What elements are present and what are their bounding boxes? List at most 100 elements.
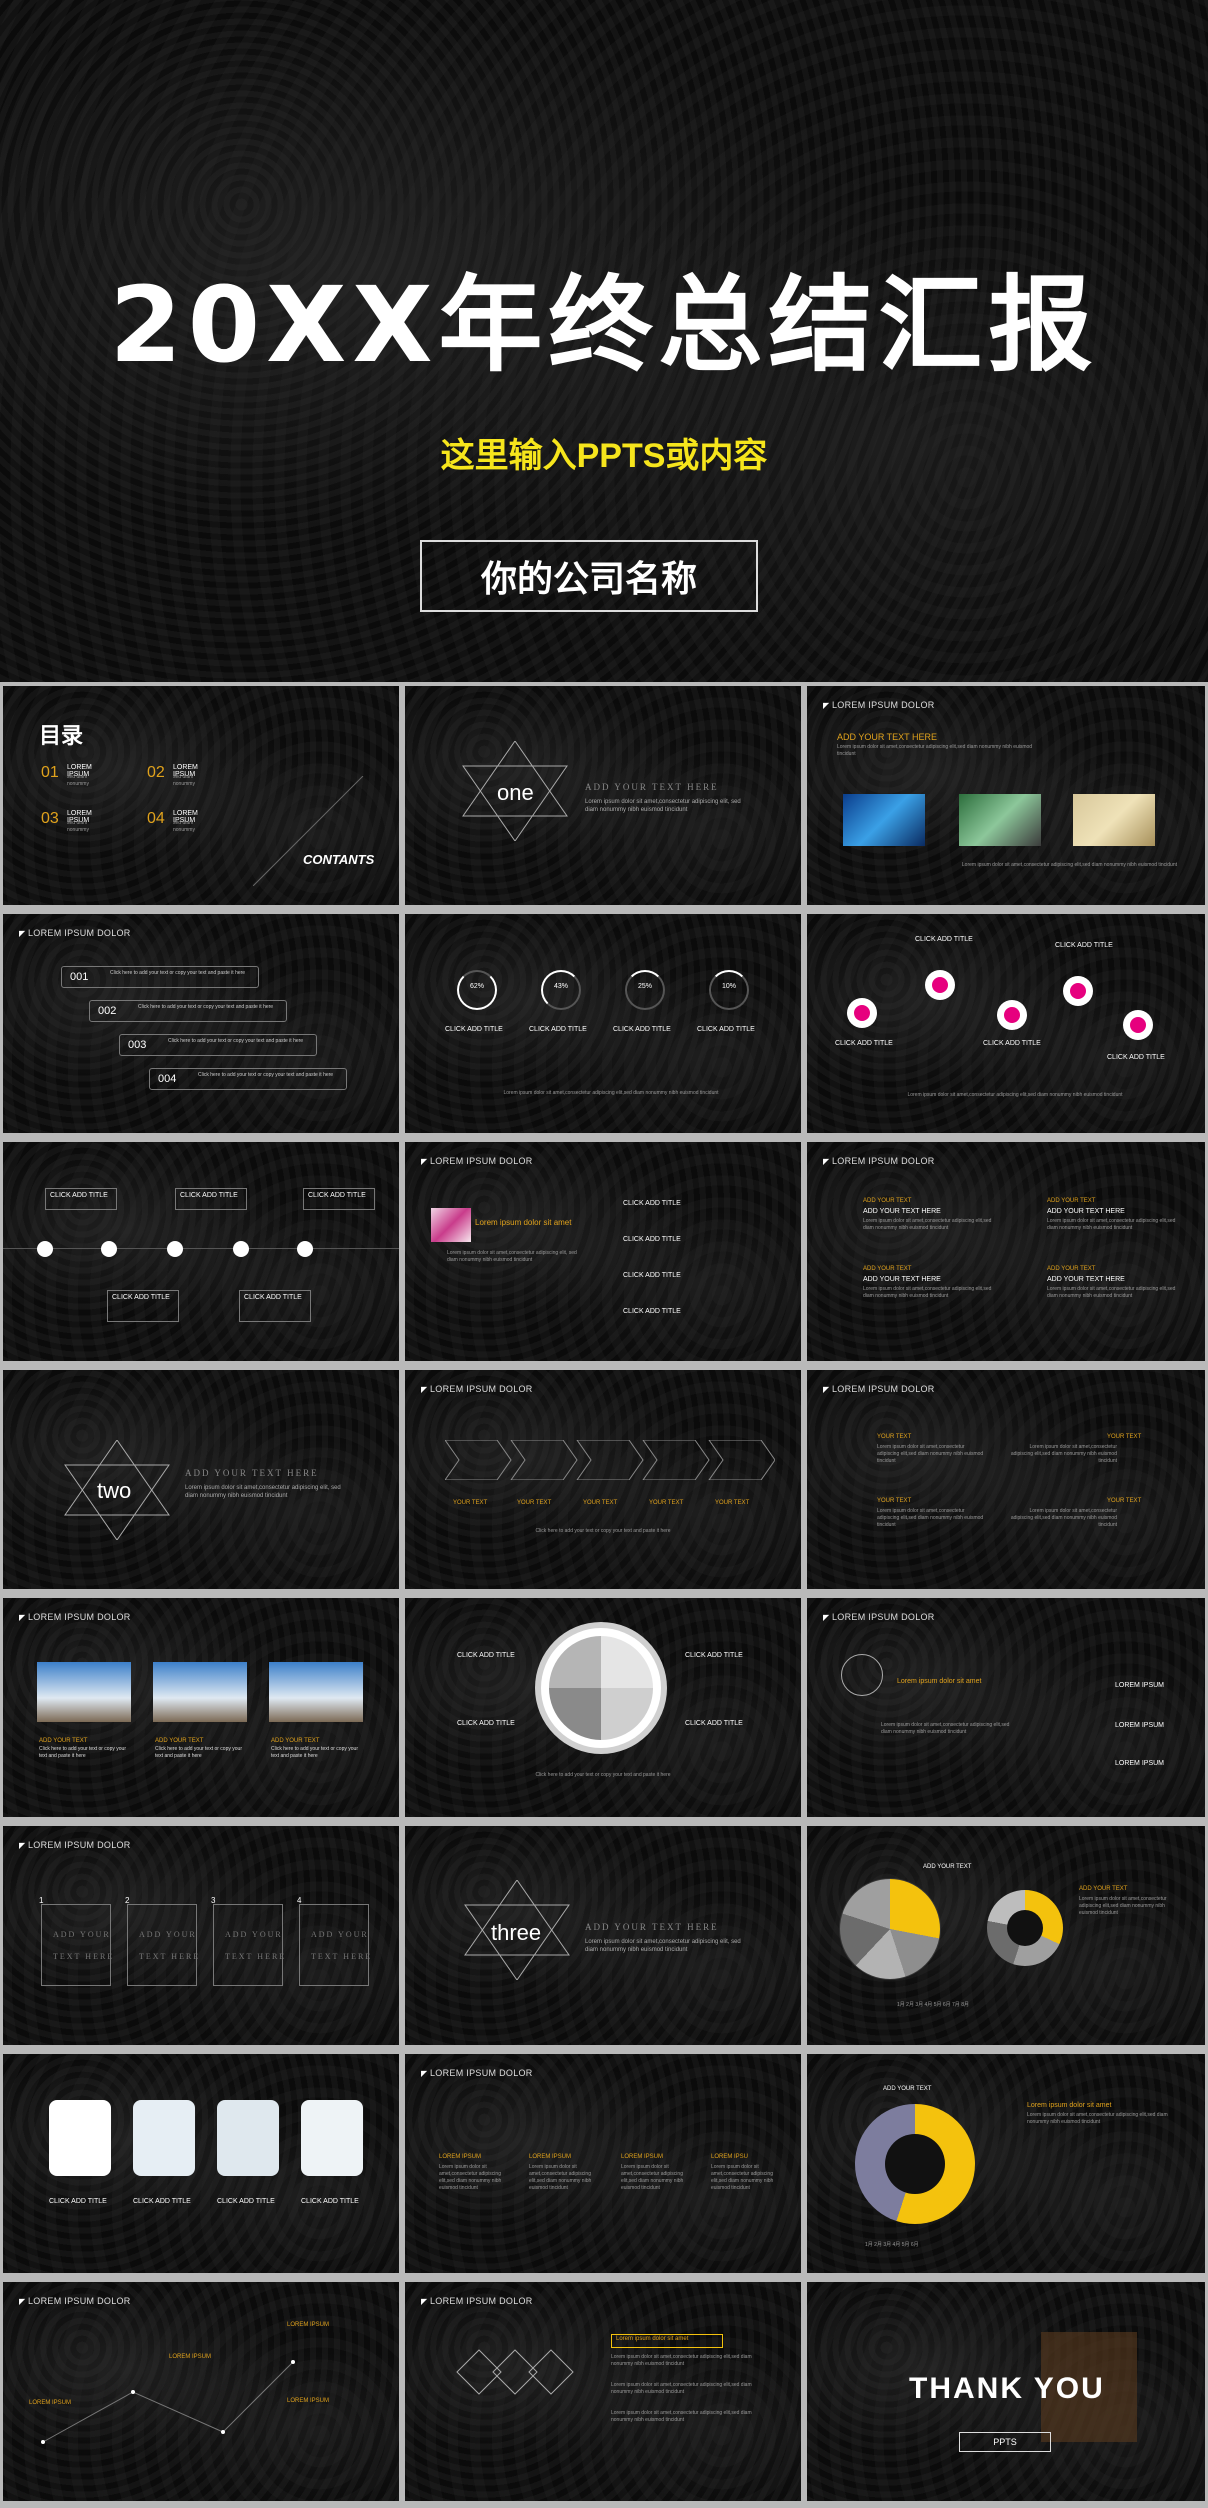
progress-value: 25% [625,983,665,990]
feature-title: ADD YOUR TEXT HERE [1047,1208,1125,1215]
card-title: CLICK ADD TITLE [133,2198,191,2205]
step-text: Click here to add your text or copy your… [138,1004,278,1011]
donut-chart [987,1890,1063,1966]
slide-half-donut[interactable]: ADD YOUR TEXT Lorem ipsum dolor sit amet… [807,2054,1205,2273]
item-title: Lorem ipsum dolor sit amet [475,1218,571,1227]
point-desc: Lorem ipsum dolor sit amet,consectetur a… [1007,1444,1117,1465]
slide-timeline[interactable]: CLICK ADD TITLE CLICK ADD TITLE CLICK AD… [3,1142,399,1361]
slide-four-icons[interactable]: LOREM IPSUM DOLOR LOREM IPSUM Lorem ipsu… [405,2054,801,2273]
gear-title: CLICK ADD TITLE [685,1652,743,1659]
icon-desc: Lorem ipsum dolor sit amet,consectetur a… [439,2164,509,2192]
photo-desc: Click here to add your text or copy your… [39,1746,129,1760]
feature-desc: Lorem ipsum dolor sit amet,consectetur a… [863,1286,1003,1300]
slide-four-cards[interactable]: CLICK ADD TITLE CLICK ADD TITLE CLICK AD… [3,2054,399,2273]
section-label: three [491,1920,541,1946]
process-title: ADD YOUR [311,1930,369,1939]
contents-item-4: 04 LOREM IPSUM sed diam nonummy [147,810,165,828]
slide-flower-list[interactable]: LOREM IPSUM DOLOR Lorem ipsum dolor sit … [405,1142,801,1361]
donut-side-title: Lorem ipsum dolor sit amet [1027,2102,1111,2109]
card-image [133,2100,195,2176]
point-title: YOUR TEXT [1107,1434,1141,1440]
photo [153,1662,247,1722]
pink-icon-circle [925,970,955,1000]
chevron-label: YOUR TEXT [649,1500,683,1506]
contents-num: 02 [147,764,165,781]
slide-header: LOREM IPSUM DOLOR [823,1612,935,1622]
icon-desc: Lorem ipsum dolor sit amet,consectetur a… [529,2164,599,2192]
slide-images[interactable]: LOREM IPSUM DOLOR ADD YOUR TEXT HERE Lor… [807,686,1205,905]
pink-icon-circle [1063,976,1093,1006]
step-text: Click here to add your text or copy your… [168,1038,308,1045]
slide-contents[interactable]: 目录 01 LOREM IPSUM sed diam nonummy 02 LO… [3,686,399,905]
contents-item-2: 02 LOREM IPSUM sed diam nonummy [147,764,165,782]
step-row-1[interactable]: 001 Click here to add your text or copy … [61,966,259,988]
slide-constellation[interactable]: LOREM IPSUM DOLOR LOREM IPSUM LOREM IPSU… [3,2282,399,2501]
slide-subtitle: ADD YOUR TEXT HERE [837,732,937,742]
photo-desc: Click here to add your text or copy your… [155,1746,245,1760]
slide-chart-list[interactable]: LOREM IPSUM DOLOR Lorem ipsum dolor sit … [807,1598,1205,1817]
item-title: CLICK ADD TITLE [697,1026,755,1033]
slide-header: LOREM IPSUM DOLOR [19,928,131,938]
slide-pink-icons[interactable]: CLICK ADD TITLE CLICK ADD TITLE CLICK AD… [807,914,1205,1133]
timeline-box: CLICK ADD TITLE [239,1290,311,1322]
slide-pie-charts[interactable]: ADD YOUR TEXT ADD YOUR TEXT Lorem ipsum … [807,1826,1205,2045]
contents-item-desc: sed diam nonummy [173,774,195,788]
slide-thank-you[interactable]: THANK YOU PPTS [807,2282,1205,2501]
section-heading: ADD YOUR TEXT HERE [585,1922,719,1932]
feature-tag: ADD YOUR TEXT [863,1266,911,1272]
donut-title: ADD YOUR TEXT [883,2086,931,2092]
process-subtitle: TEXT HERE [53,1952,114,1961]
slide-section-three[interactable]: three ADD YOUR TEXT HERE Lorem ipsum dol… [405,1826,801,2045]
process-num: 4 [297,1896,301,1905]
step-text: Click here to add your text or copy your… [110,970,250,977]
step-row-3[interactable]: 003 Click here to add your text or copy … [119,1034,317,1056]
timeline-dot [233,1241,249,1257]
slide-section-one[interactable]: one ADD YOUR TEXT HERE Lorem ipsum dolor… [405,686,801,905]
text-2: Lorem ipsum dolor sit amet,consectetur a… [611,2382,771,2396]
text-3: Lorem ipsum dolor sit amet,consectetur a… [611,2410,771,2424]
flower-image [431,1208,471,1242]
slide-process-boxes[interactable]: LOREM IPSUM DOLOR 1 2 3 4 ADD YOUR ADD Y… [3,1826,399,2045]
step-num: 003 [128,1039,146,1051]
process-title: ADD YOUR [53,1930,111,1939]
section-label: two [97,1478,131,1504]
side-title: LOREM IPSUM [1115,1682,1164,1689]
feature-desc: Lorem ipsum dolor sit amet,consectetur a… [1047,1218,1187,1232]
slide-three-photos[interactable]: LOREM IPSUM DOLOR ADD YOUR TEXT Click he… [3,1598,399,1817]
process-num: 3 [211,1896,215,1905]
progress-value: 43% [541,983,581,990]
icon-title: LOREM IPSUM [529,2154,571,2160]
footer-text: Click here to add your text or copy your… [463,1528,743,1535]
gear-quadrants [549,1636,653,1740]
thank-you-title: THANK YOU [909,2372,1105,2406]
item-desc: Lorem ipsum dolor sit amet,consectetur a… [881,1722,1021,1736]
slide-steps[interactable]: LOREM IPSUM DOLOR 001 Click here to add … [3,914,399,1133]
contents-item-desc: sed diam nonummy [173,820,195,834]
step-row-2[interactable]: 002 Click here to add your text or copy … [89,1000,287,1022]
timeline-box: CLICK ADD TITLE [175,1188,247,1210]
card-title: CLICK ADD TITLE [49,2198,107,2205]
pink-icon-circle [997,1000,1027,1030]
icon-desc: Lorem ipsum dolor sit amet,consectetur a… [621,2164,691,2192]
pink-icon-circle [1123,1010,1153,1040]
progress-ring [709,970,749,1010]
slide-four-points[interactable]: LOREM IPSUM DOLOR YOUR TEXT Lorem ipsum … [807,1370,1205,1589]
point-title: YOUR TEXT [877,1434,911,1440]
timeline-dot [101,1241,117,1257]
building-image [959,794,1041,846]
feature-title: ADD YOUR TEXT HERE [863,1276,941,1283]
photo [37,1662,131,1722]
slide-diamond-icons[interactable]: LOREM IPSUM DOLOR Lorem ipsum dolor sit … [405,2282,801,2501]
step-row-4[interactable]: 004 Click here to add your text or copy … [149,1068,347,1090]
slide-four-features[interactable]: LOREM IPSUM DOLOR ADD YOUR TEXT ADD YOUR… [807,1142,1205,1361]
slide-chevrons[interactable]: LOREM IPSUM DOLOR YOUR TEXT YOUR TEXT YO… [405,1370,801,1589]
company-name-box[interactable]: 你的公司名称 [420,540,758,612]
slide-percentages[interactable]: 62% 43% 25% 10% CLICK ADD TITLE CLICK AD… [405,914,801,1133]
slide-header: LOREM IPSUM DOLOR [19,2296,131,2306]
donut-legend: 1月 2月 3月 4月 5月 6月 [865,2242,919,2249]
section-heading: ADD YOUR TEXT HERE [585,782,719,792]
text-1: Lorem ipsum dolor sit amet,consectetur a… [611,2354,771,2368]
slide-section-two[interactable]: two ADD YOUR TEXT HERE Lorem ipsum dolor… [3,1370,399,1589]
slide-header: LOREM IPSUM DOLOR [421,1156,533,1166]
slide-gear[interactable]: CLICK ADD TITLE CLICK ADD TITLE CLICK AD… [405,1598,801,1817]
